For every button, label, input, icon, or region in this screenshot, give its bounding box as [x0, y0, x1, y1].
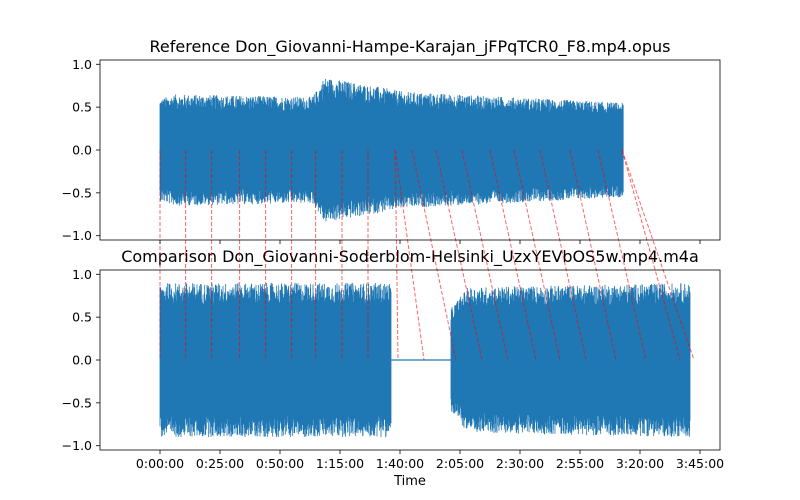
x-tick-label: 1:40:00	[376, 456, 424, 471]
reference-panel-title: Reference Don_Giovanni-Hampe-Karajan_jFP…	[150, 37, 671, 57]
y-tick-label: 1.0	[72, 267, 92, 282]
alignment-line-10	[394, 149, 399, 361]
alignment-line-20	[621, 149, 681, 361]
y-tick-label: −0.5	[62, 395, 92, 410]
waveform-panel-1	[159, 78, 624, 222]
x-tick-label: 1:15:00	[316, 456, 364, 471]
x-tick-label: 0:00:00	[136, 456, 184, 471]
y-tick-label: 0.5	[72, 100, 92, 115]
y-tick-label: −1.0	[62, 438, 92, 453]
x-tick-label: 3:45:00	[676, 456, 724, 471]
x-tick-label: 2:55:00	[556, 456, 604, 471]
alignment-line-11	[394, 149, 425, 361]
x-tick-label: 3:20:00	[616, 456, 664, 471]
x-tick-label: 2:05:00	[436, 456, 484, 471]
y-tick-label: −1.0	[62, 228, 92, 243]
x-tick-label: 0:50:00	[256, 456, 304, 471]
x-axis-label: Time	[393, 474, 426, 489]
x-tick-label: 2:30:00	[496, 456, 544, 471]
y-tick-label: −0.5	[62, 185, 92, 200]
y-tick-label: 0.5	[72, 310, 92, 325]
y-tick-label: 0.0	[72, 143, 92, 158]
alignment-line-21	[621, 149, 695, 361]
y-tick-label: 1.0	[72, 57, 92, 72]
x-tick-label: 0:25:00	[196, 456, 244, 471]
y-tick-label: 0.0	[72, 353, 92, 368]
